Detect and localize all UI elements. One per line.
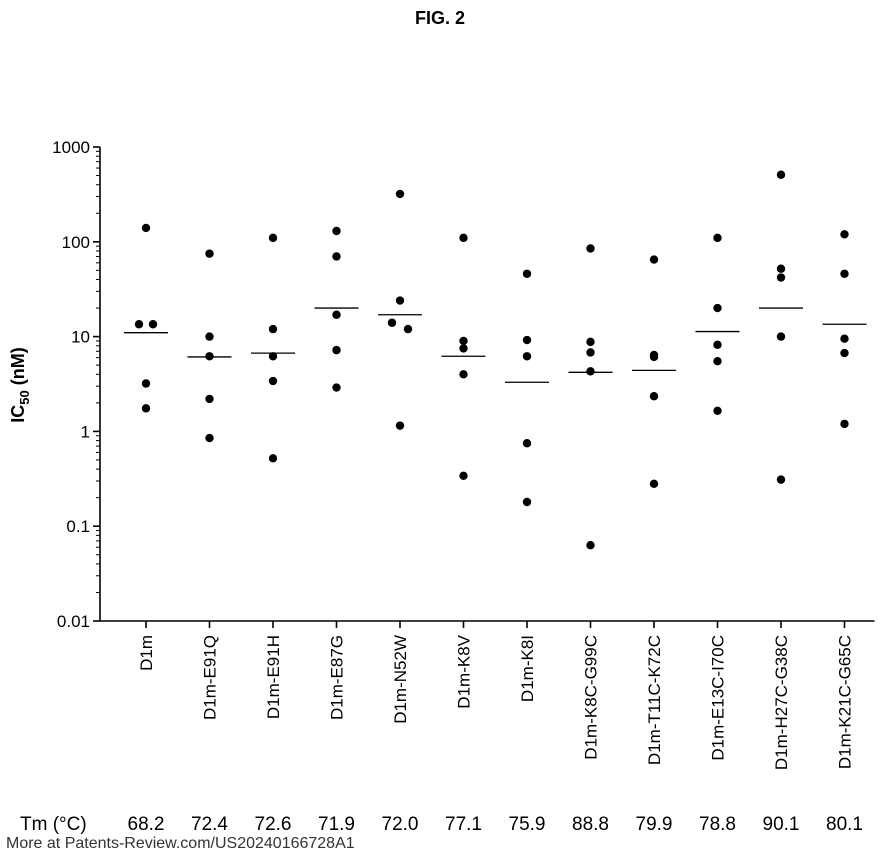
data-point: [332, 227, 340, 235]
data-point: [269, 377, 277, 385]
data-point: [388, 319, 396, 327]
data-point: [142, 379, 150, 387]
data-point: [586, 338, 594, 346]
tm-value: 72.4: [191, 814, 228, 836]
y-axis-label: IC50 (nM): [8, 347, 32, 422]
y-tick-label: 1: [81, 422, 90, 441]
data-point: [650, 480, 658, 488]
data-point: [840, 420, 848, 428]
tm-value: 75.9: [509, 814, 546, 836]
data-point: [459, 472, 467, 480]
tm-label: Tm (°C): [20, 814, 87, 836]
x-tick-label: D1m-E87G: [328, 635, 347, 720]
data-point: [777, 265, 785, 273]
x-tick-label: D1m-K8C-G99C: [582, 635, 601, 760]
data-point: [523, 336, 531, 344]
chart-marks: [124, 171, 867, 550]
data-point: [840, 335, 848, 343]
tm-value: 77.1: [445, 814, 482, 836]
data-point: [404, 325, 412, 333]
data-point: [142, 404, 150, 412]
data-point: [586, 244, 594, 252]
data-point: [142, 224, 150, 232]
data-point: [332, 346, 340, 354]
tm-value: 68.2: [128, 814, 165, 836]
data-point: [713, 304, 721, 312]
x-tick-label: D1m-K21C-G65C: [836, 635, 855, 769]
data-point: [205, 352, 213, 360]
tm-value: 90.1: [763, 814, 800, 836]
x-tick-label: D1m-E91Q: [201, 635, 220, 720]
data-point: [149, 320, 157, 328]
tm-value: 72.6: [255, 814, 292, 836]
data-point: [840, 230, 848, 238]
data-point: [396, 421, 404, 429]
x-tick-label: D1m-K8V: [455, 634, 474, 708]
y-tick-label: 1000: [52, 138, 90, 157]
data-point: [332, 252, 340, 260]
data-point: [650, 255, 658, 263]
data-point: [713, 357, 721, 365]
tm-value: 79.9: [636, 814, 673, 836]
data-point: [586, 367, 594, 375]
data-point: [135, 320, 143, 328]
data-point: [459, 344, 467, 352]
data-point: [396, 296, 404, 304]
data-point: [840, 349, 848, 357]
data-point: [523, 498, 531, 506]
x-tick-label: D1m-E91H: [264, 635, 283, 719]
y-tick-label: 100: [62, 233, 90, 252]
x-axis: D1m D1m-E91Q D1m-E91H D1m-E87G D1m-N52W D1m-K…: [100, 621, 875, 770]
y-axis: 0.01 0.1 1 10 100 1000: [52, 138, 100, 631]
y-tick-label: 0.1: [66, 517, 90, 536]
data-point: [205, 434, 213, 442]
data-point: [269, 325, 277, 333]
y-tick-label: 10: [71, 328, 90, 347]
x-tick-label: D1m-E13C-I70C: [709, 635, 728, 761]
tm-value: 80.1: [826, 814, 863, 836]
tm-value: 78.8: [699, 814, 736, 836]
footer-source: More at Patents-Review.com/US20240166728…: [6, 835, 355, 853]
data-point: [523, 270, 531, 278]
tm-value: 72.0: [382, 814, 419, 836]
x-tick-label: D1m-K8I: [518, 635, 537, 702]
data-point: [396, 190, 404, 198]
data-point: [840, 270, 848, 278]
data-point: [777, 475, 785, 483]
data-point: [713, 407, 721, 415]
data-point: [269, 454, 277, 462]
data-point: [523, 439, 531, 447]
data-point: [713, 234, 721, 242]
data-point: [332, 311, 340, 319]
data-point: [459, 234, 467, 242]
data-point: [650, 351, 658, 359]
x-tick-label: D1m: [137, 635, 156, 671]
x-tick-label: D1m-T11C-K72C: [645, 635, 664, 765]
data-point: [586, 541, 594, 549]
data-point: [777, 273, 785, 281]
data-point: [459, 370, 467, 378]
data-point: [713, 341, 721, 349]
data-point: [269, 234, 277, 242]
data-point: [777, 332, 785, 340]
tm-value: 71.9: [318, 814, 355, 836]
x-tick-label: D1m-H27C-G38C: [772, 635, 791, 770]
data-point: [205, 395, 213, 403]
data-point: [459, 337, 467, 345]
y-tick-label: 0.01: [57, 612, 90, 631]
tm-value: 88.8: [572, 814, 609, 836]
data-point: [586, 348, 594, 356]
data-point: [332, 383, 340, 391]
data-point: [650, 392, 658, 400]
data-point: [523, 352, 531, 360]
ic50-scatter-chart: 0.010.11101001000 D1mD1m-E91QD1m-E91HD1m…: [0, 0, 880, 810]
data-point: [777, 171, 785, 179]
data-point: [205, 249, 213, 257]
x-tick-label: D1m-N52W: [391, 635, 410, 724]
data-point: [205, 332, 213, 340]
